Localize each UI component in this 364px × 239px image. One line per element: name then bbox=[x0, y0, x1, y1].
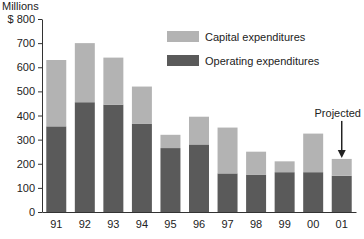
bar bbox=[303, 172, 323, 212]
bar bbox=[103, 58, 123, 105]
y-tick: 600 bbox=[17, 61, 42, 73]
bar bbox=[275, 161, 295, 172]
y-tick-label: 300 bbox=[17, 134, 35, 146]
y-tick-mark bbox=[38, 19, 42, 20]
x-tick: 95 bbox=[164, 212, 176, 230]
y-tick-mark bbox=[38, 91, 42, 92]
x-tick: 97 bbox=[221, 212, 233, 230]
x-tick: 96 bbox=[193, 212, 205, 230]
y-tick-mark bbox=[38, 140, 42, 141]
bar bbox=[218, 173, 238, 212]
annotation-text: Projected bbox=[315, 107, 361, 119]
y-axis: 0 100 200 300 400 500 600 700 $ 800 bbox=[7, 13, 42, 218]
x-tick: 91 bbox=[50, 212, 62, 230]
bar bbox=[332, 176, 352, 212]
x-tick-label: 01 bbox=[336, 218, 348, 230]
y-tick-mark bbox=[38, 164, 42, 165]
bar bbox=[332, 159, 352, 176]
y-tick-label: 100 bbox=[17, 182, 35, 194]
y-tick-mark bbox=[38, 67, 42, 68]
y-tick-label: 200 bbox=[17, 158, 35, 170]
bars bbox=[46, 43, 351, 212]
chart: 0100200300400500600700$ 8009192939495969… bbox=[0, 0, 364, 239]
legend: Capital expenditures Operating expenditur… bbox=[167, 31, 320, 67]
y-tick: $ 800 bbox=[7, 13, 42, 25]
x-tick-label: 99 bbox=[279, 218, 291, 230]
bar bbox=[46, 60, 66, 126]
y-tick-label: 600 bbox=[17, 61, 35, 73]
bar bbox=[132, 124, 152, 212]
bar bbox=[75, 102, 95, 212]
y-tick-label: 400 bbox=[17, 110, 35, 122]
legend-swatch bbox=[167, 31, 199, 42]
bar bbox=[46, 126, 66, 212]
y-tick-mark bbox=[38, 43, 42, 44]
x-tick-label: 00 bbox=[307, 218, 319, 230]
bar bbox=[246, 175, 266, 212]
y-tick: 500 bbox=[17, 85, 42, 97]
y-tick-mark bbox=[38, 188, 42, 189]
bar bbox=[189, 117, 209, 145]
legend-entry: Operating expenditures bbox=[167, 55, 320, 67]
bar bbox=[75, 43, 95, 102]
x-tick-label: 95 bbox=[164, 218, 176, 230]
x-tick: 92 bbox=[79, 212, 91, 230]
y-tick-mark bbox=[38, 212, 42, 213]
x-axis: 91 92 93 94 95 96 97 98 99 00 01 bbox=[43, 212, 357, 230]
annotation: Projected bbox=[315, 107, 361, 158]
bar bbox=[160, 148, 180, 212]
y-tick-label: 0 bbox=[29, 206, 35, 218]
plot: 0100200300400500600700$ 8009192939495969… bbox=[7, 13, 356, 230]
x-tick: 00 bbox=[307, 212, 319, 230]
y-tick-label: 700 bbox=[17, 37, 35, 49]
x-tick-label: 92 bbox=[79, 218, 91, 230]
bar bbox=[189, 144, 209, 212]
bar bbox=[132, 87, 152, 124]
y-tick: 400 bbox=[17, 110, 42, 122]
y-tick-mark bbox=[38, 116, 42, 117]
bar bbox=[160, 135, 180, 148]
y-tick: 0 bbox=[29, 206, 42, 218]
x-axis-line bbox=[43, 212, 357, 213]
y-tick-label: $ 800 bbox=[7, 13, 35, 25]
x-tick: 94 bbox=[136, 212, 148, 230]
bar bbox=[103, 105, 123, 212]
series bbox=[46, 102, 351, 212]
x-tick-label: 91 bbox=[50, 218, 62, 230]
bar bbox=[218, 128, 238, 174]
x-tick: 93 bbox=[107, 212, 119, 230]
legend-label: Capital expenditures bbox=[205, 31, 306, 43]
y-tick: 700 bbox=[17, 37, 42, 49]
y-tick-label: 500 bbox=[17, 85, 35, 97]
y-axis-line bbox=[42, 20, 43, 213]
x-tick: 98 bbox=[250, 212, 262, 230]
annotation-arrowhead bbox=[338, 150, 346, 158]
x-tick: 99 bbox=[279, 212, 291, 230]
series bbox=[46, 43, 351, 176]
x-tick: 01 bbox=[336, 212, 348, 230]
bar bbox=[303, 134, 323, 173]
y-axis-title: Millions bbox=[2, 0, 39, 12]
legend-swatch bbox=[167, 55, 199, 66]
x-tick-label: 93 bbox=[107, 218, 119, 230]
x-tick-label: 96 bbox=[193, 218, 205, 230]
x-tick-label: 98 bbox=[250, 218, 262, 230]
x-tick-label: 94 bbox=[136, 218, 148, 230]
bar bbox=[246, 152, 266, 175]
legend-label: Operating expenditures bbox=[205, 55, 320, 67]
legend-entry: Capital expenditures bbox=[167, 31, 306, 43]
y-tick: 100 bbox=[17, 182, 42, 194]
annotation-arrow bbox=[341, 121, 343, 153]
y-tick: 200 bbox=[17, 158, 42, 170]
bar bbox=[275, 172, 295, 212]
y-tick: 300 bbox=[17, 134, 42, 146]
x-tick-label: 97 bbox=[221, 218, 233, 230]
